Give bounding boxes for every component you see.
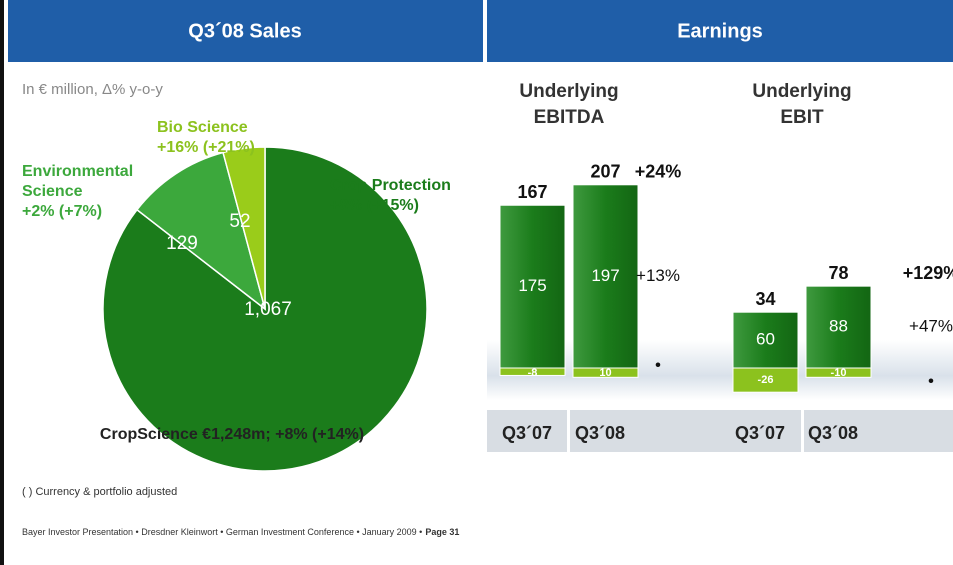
separator xyxy=(801,410,804,452)
pie-slice xyxy=(102,146,428,472)
header-right xyxy=(487,0,953,62)
header-left xyxy=(8,0,483,62)
slice-label: Bio Science xyxy=(157,119,248,136)
value-label: 52 xyxy=(229,211,250,232)
slice-label: Crop Protection xyxy=(330,177,451,194)
x-tick-label: Q3´07 xyxy=(502,423,552,443)
total-label: 167 xyxy=(517,182,547,202)
value-label: 1,067 xyxy=(244,299,292,320)
chart-title: Underlying xyxy=(752,81,851,102)
x-tick-label: Q3´08 xyxy=(575,423,625,443)
slice-label: +8% (+15%) xyxy=(330,197,419,214)
slice-label: Environmental xyxy=(22,163,133,180)
pie-caption: CropScience €1,248m; +8% (+14%) xyxy=(100,426,364,443)
segment-label: -26 xyxy=(758,374,774,386)
subtitle: In € million, Δ% y-o-y xyxy=(22,81,163,98)
footnote: ( ) Currency & portfolio adjusted xyxy=(22,486,177,498)
left-border xyxy=(0,0,4,565)
header-title: Earnings xyxy=(677,20,763,42)
total-label: 207 xyxy=(590,162,620,182)
slice-label: +16% (+21%) xyxy=(157,139,255,156)
segment-label: 60 xyxy=(756,330,775,349)
bar-segment xyxy=(499,367,566,376)
segment-label: -10 xyxy=(831,367,847,379)
chart-title: EBIT xyxy=(780,107,824,128)
bar-segment xyxy=(732,367,799,393)
header-title: Q3´08 Sales xyxy=(188,20,301,42)
bar-segment xyxy=(732,311,799,369)
slice-label: +2% (+7%) xyxy=(22,203,102,220)
pie-slice xyxy=(222,146,266,310)
value-label: 129 xyxy=(166,233,198,254)
segment-label: 88 xyxy=(829,317,848,336)
total-label: 78 xyxy=(828,263,848,283)
category-band xyxy=(487,410,953,452)
segment-label: -8 xyxy=(528,367,538,379)
separator xyxy=(567,410,570,452)
growth-label: +47% xyxy=(909,317,953,336)
growth-label: • xyxy=(655,355,661,374)
segment-label: 197 xyxy=(591,266,619,285)
segment-label: 175 xyxy=(518,276,546,295)
total-label: 34 xyxy=(755,289,775,309)
bar-segment xyxy=(805,367,872,378)
growth-label: +13% xyxy=(636,266,680,285)
growth-label: +24% xyxy=(635,162,682,182)
bar-segment xyxy=(572,367,639,378)
footer-text: Bayer Investor Presentation • Dresdner K… xyxy=(22,527,422,537)
x-tick-label: Q3´08 xyxy=(808,423,858,443)
x-tick-label: Q3´07 xyxy=(735,423,785,443)
footer: Bayer Investor Presentation • Dresdner K… xyxy=(22,527,459,537)
chart-title: EBITDA xyxy=(534,107,605,128)
growth-label: • xyxy=(928,371,934,390)
growth-label: +129% xyxy=(903,263,953,283)
segment-label: 10 xyxy=(599,367,611,379)
chart-title: Underlying xyxy=(519,81,618,102)
footer-page: Page 31 xyxy=(425,527,459,537)
bar-segment xyxy=(805,285,872,369)
slice-label: Science xyxy=(22,183,83,200)
